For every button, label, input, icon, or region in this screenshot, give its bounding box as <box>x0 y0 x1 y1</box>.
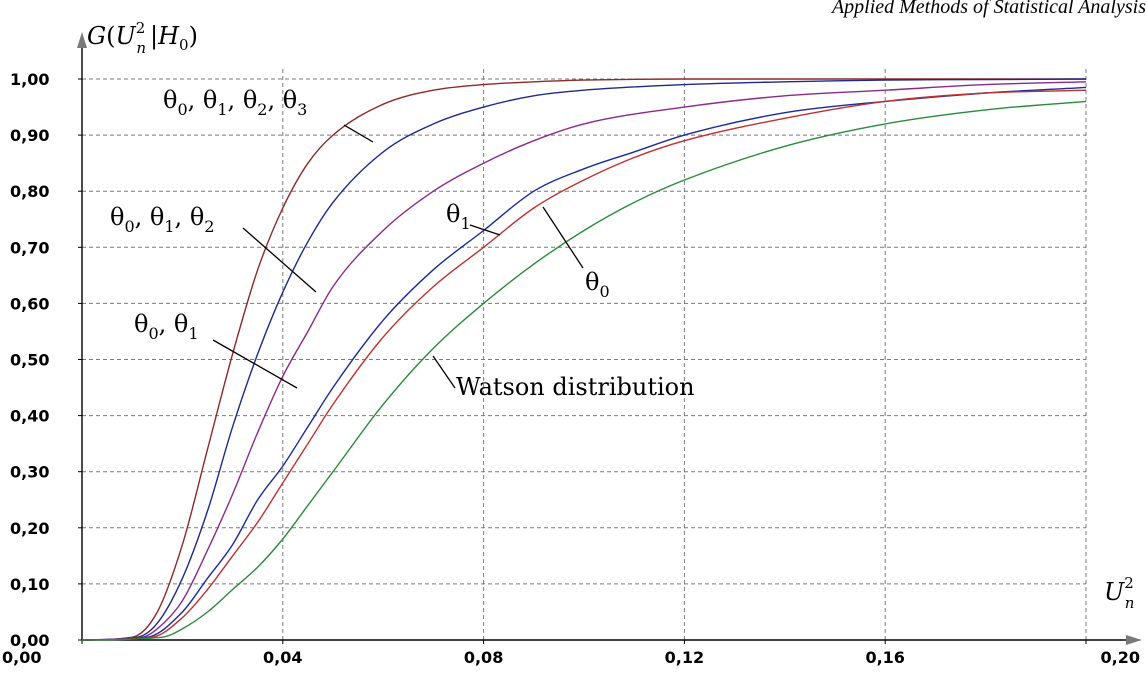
annotation-a0: θ0 <box>585 268 610 301</box>
annotation-a1: θ1 <box>446 200 471 233</box>
y-tick-label-5: 0,50 <box>10 351 49 370</box>
y-axis-label: G(U2 n |H0) <box>87 19 198 57</box>
y-axis-arrow <box>77 32 87 48</box>
series-line-sw <box>81 100 1087 641</box>
tick-labels: 0,00 0,10 0,20 0,30 0,40 0,50 0,60 0,70 0,80 0,90… <box>2 70 1140 667</box>
page-header-text: Applied Methods of Statistical Analysis <box>830 0 1146 18</box>
y-tick-label-10: 1,00 <box>10 70 49 89</box>
x-tick-label-3: 0,12 <box>665 648 704 667</box>
y-tick-label-3: 0,30 <box>10 463 49 482</box>
curve-annotations: θ0, θ1, θ2, θ3 θ0, θ1, θ2 θ0, θ1 θ1 θ0 Watson… <box>110 86 695 401</box>
x-axis-label: U2 n <box>1104 574 1134 612</box>
leader-line-a3 <box>242 227 317 293</box>
annotation-a4: θ0, θ1, θ2, θ3 <box>163 86 307 119</box>
y-tick-label-7: 0,70 <box>10 238 49 257</box>
leader-line-aw <box>432 355 456 389</box>
series-line-s3 <box>81 78 1087 641</box>
x-tick-label-0: 0,00 <box>2 648 41 667</box>
leader-line-a2 <box>212 339 298 389</box>
x-tick-label-4: 0,16 <box>865 648 904 667</box>
axes <box>77 32 1142 645</box>
leader-line-a1 <box>469 224 501 236</box>
annotation-aw: Watson distribution <box>456 373 695 401</box>
y-tick-label-2: 0,20 <box>10 519 49 538</box>
x-tick-label-2: 0,08 <box>464 648 503 667</box>
leader-line-a0 <box>542 206 584 269</box>
series-line-s1 <box>81 86 1087 641</box>
series-curves <box>81 78 1087 641</box>
y-tick-label-4: 0,40 <box>10 407 49 426</box>
y-tick-label-1: 0,10 <box>10 575 49 594</box>
y-tick-label-8: 0,80 <box>10 182 49 201</box>
series-line-s2 <box>81 81 1087 641</box>
x-axis-arrow <box>1126 635 1142 645</box>
leader-line-a4 <box>343 124 374 143</box>
x-tick-label-5: 0,20 <box>1101 648 1140 667</box>
y-tick-label-6: 0,60 <box>10 294 49 313</box>
y-tick-label-0: 0,00 <box>10 631 49 650</box>
annotation-a2: θ0, θ1 <box>134 310 199 343</box>
series-line-s0 <box>81 89 1087 641</box>
annotation-a3: θ0, θ1, θ2 <box>110 203 214 236</box>
series-line-s4 <box>81 78 1086 641</box>
x-tick-label-1: 0,04 <box>263 648 302 667</box>
y-tick-label-9: 0,90 <box>10 126 49 145</box>
